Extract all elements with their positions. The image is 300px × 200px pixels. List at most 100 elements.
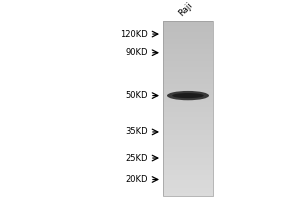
Bar — [163, 28, 213, 30]
Bar — [163, 32, 213, 33]
Bar — [163, 46, 213, 47]
Bar — [163, 140, 213, 142]
Bar — [163, 91, 213, 93]
Bar — [163, 40, 213, 42]
Bar — [163, 109, 213, 110]
Bar — [163, 156, 213, 158]
Bar — [163, 81, 213, 82]
Bar — [163, 168, 213, 170]
Text: 25KD: 25KD — [125, 154, 148, 163]
Bar — [163, 30, 213, 32]
Text: 90KD: 90KD — [125, 48, 148, 57]
Bar — [163, 161, 213, 163]
Bar — [163, 128, 213, 130]
Bar — [163, 131, 213, 133]
Bar — [163, 39, 213, 40]
Bar — [163, 89, 213, 91]
Bar — [163, 67, 213, 68]
Bar — [163, 96, 213, 98]
Bar — [163, 133, 213, 135]
Bar — [163, 68, 213, 70]
Bar — [163, 142, 213, 144]
Bar — [163, 77, 213, 79]
Bar — [163, 119, 213, 121]
Bar — [163, 186, 213, 188]
Bar — [163, 75, 213, 77]
Bar — [163, 21, 213, 196]
Bar — [163, 170, 213, 172]
Bar — [163, 51, 213, 53]
Bar — [163, 49, 213, 51]
Bar — [163, 166, 213, 168]
Bar — [163, 191, 213, 193]
Bar — [163, 70, 213, 72]
Bar — [163, 21, 213, 23]
Bar — [163, 25, 213, 26]
Bar — [163, 102, 213, 103]
Bar — [163, 152, 213, 154]
Text: Raji: Raji — [177, 1, 194, 18]
Bar — [163, 56, 213, 58]
Bar — [163, 26, 213, 28]
Bar — [163, 103, 213, 105]
Text: 120KD: 120KD — [120, 30, 148, 39]
Bar — [163, 95, 213, 96]
Bar — [163, 105, 213, 107]
Bar — [163, 117, 213, 119]
Bar — [163, 180, 213, 182]
Bar — [163, 61, 213, 63]
Bar — [163, 42, 213, 44]
Bar — [163, 74, 213, 75]
Bar — [163, 110, 213, 112]
Bar — [163, 138, 213, 140]
Bar — [163, 116, 213, 117]
Bar — [163, 189, 213, 191]
Bar — [163, 82, 213, 84]
Bar — [163, 158, 213, 159]
Bar — [163, 107, 213, 109]
Bar — [163, 172, 213, 173]
Bar — [163, 163, 213, 165]
Ellipse shape — [167, 91, 209, 100]
Bar — [163, 114, 213, 116]
Bar — [163, 72, 213, 74]
Bar — [163, 188, 213, 189]
Bar — [163, 100, 213, 102]
Text: 35KD: 35KD — [125, 127, 148, 136]
Text: 50KD: 50KD — [125, 91, 148, 100]
Bar — [163, 47, 213, 49]
Bar — [163, 147, 213, 149]
Bar — [163, 165, 213, 166]
Bar — [163, 154, 213, 156]
Bar — [163, 33, 213, 35]
Bar — [163, 86, 213, 88]
Bar — [163, 173, 213, 175]
Bar — [163, 44, 213, 46]
Bar — [163, 58, 213, 60]
Ellipse shape — [172, 93, 204, 98]
Bar — [163, 93, 213, 95]
Bar — [163, 149, 213, 151]
Bar — [163, 182, 213, 184]
Bar — [163, 159, 213, 161]
Bar — [163, 195, 213, 196]
Bar — [163, 130, 213, 131]
Bar — [163, 35, 213, 37]
Bar — [163, 126, 213, 128]
Bar — [163, 88, 213, 89]
Text: 20KD: 20KD — [125, 175, 148, 184]
Bar — [163, 60, 213, 61]
Bar — [163, 123, 213, 124]
Bar — [163, 124, 213, 126]
Bar — [163, 23, 213, 25]
Bar — [163, 144, 213, 145]
Bar — [163, 98, 213, 100]
Bar — [163, 135, 213, 137]
Bar — [163, 53, 213, 54]
Bar — [163, 121, 213, 123]
Bar — [163, 151, 213, 152]
Bar — [163, 84, 213, 86]
Bar — [163, 177, 213, 179]
Bar — [163, 37, 213, 39]
Bar — [163, 193, 213, 195]
